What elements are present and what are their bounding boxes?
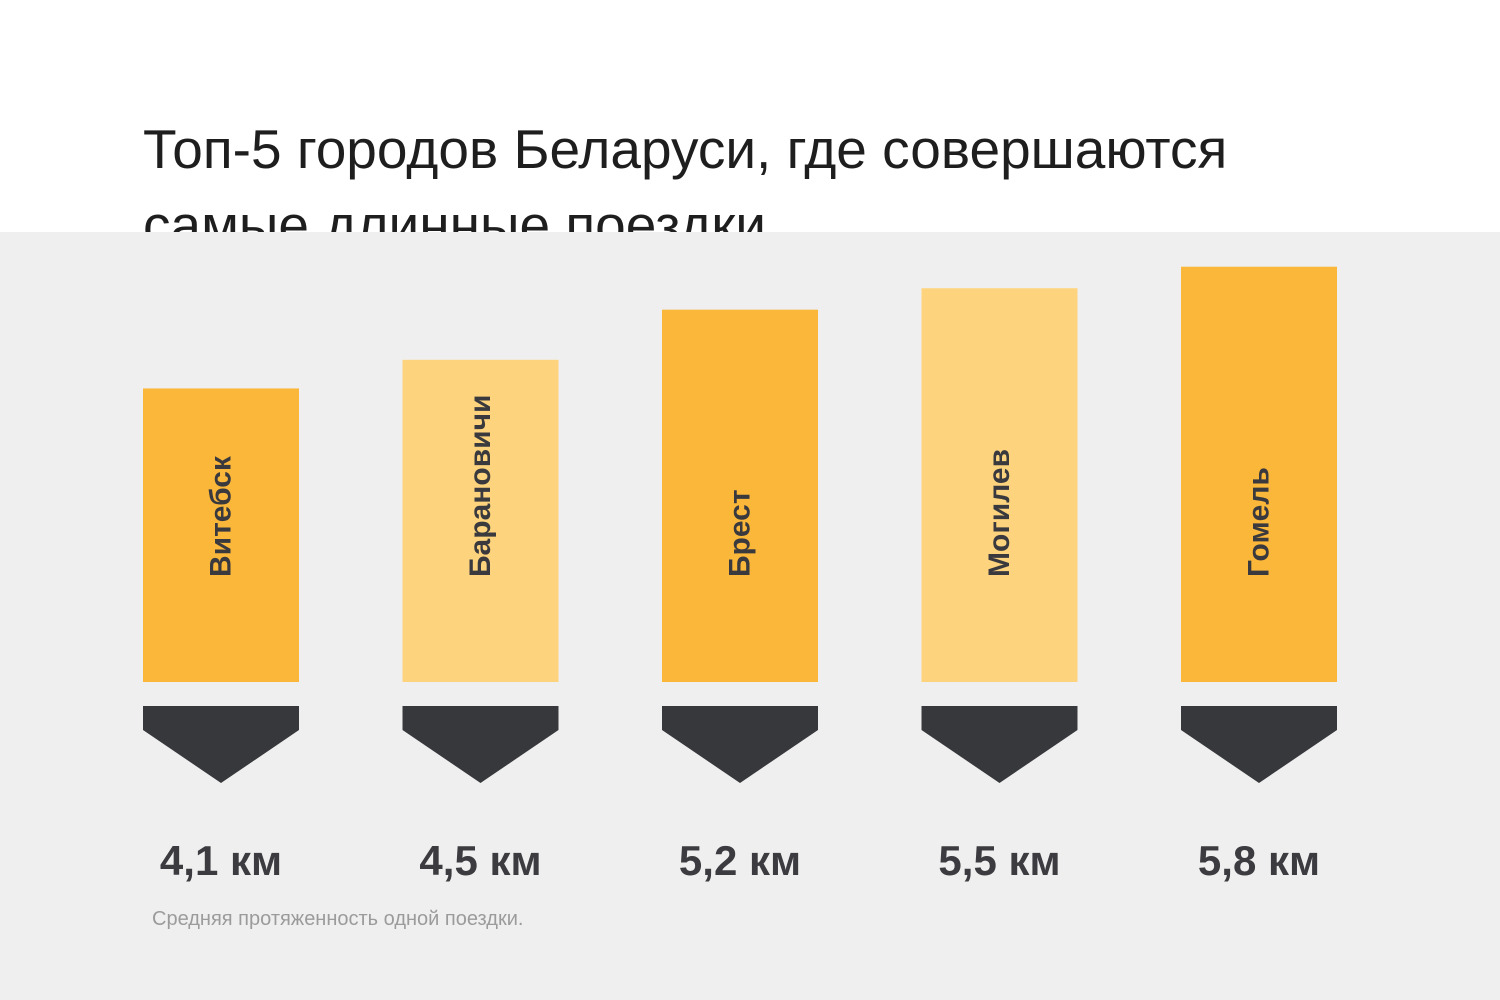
bar-value-label: 5,5 км: [938, 837, 1060, 884]
pointer-marker: [1181, 706, 1337, 783]
footnote: Средняя протяженность одной поездки.: [152, 908, 524, 930]
bar: [1181, 266, 1337, 682]
bar: [921, 288, 1078, 682]
bar: [402, 359, 559, 682]
bar-group-1: Витебск 4,1 км: [143, 388, 299, 884]
chart-title: Топ-5 городов Беларуси, где совершаются …: [143, 111, 1393, 263]
chart-panel: Витебск 4,1 км Барановичи 4,5 км Брест 5,2 км…: [0, 232, 1500, 1000]
bar-value-label: 5,8 км: [1198, 837, 1320, 884]
pointer-marker: [402, 706, 559, 783]
bar-value-label: 4,5 км: [419, 837, 541, 884]
bar-chart: Витебск 4,1 км Барановичи 4,5 км Брест 5,2 км…: [143, 266, 1337, 884]
bar-group-5: Гомель 5,8 км: [1181, 266, 1337, 884]
bar-value-label: 5,2 км: [679, 837, 801, 884]
bar-category-label: Могилев: [983, 449, 1016, 577]
bar-category-label: Витебск: [205, 455, 238, 577]
bar: [143, 388, 299, 682]
bar-value-label: 4,1 км: [160, 837, 282, 884]
pointer-marker: [921, 706, 1078, 783]
pointer-marker: [143, 706, 299, 783]
pointer-marker: [662, 706, 818, 783]
bar-group-4: Могилев 5,5 км: [921, 288, 1078, 884]
bar-category-label: Барановичи: [464, 395, 497, 577]
bar-category-label: Гомель: [1243, 467, 1276, 577]
chart-title-line-1: Топ-5 городов Беларуси, где совершаются: [143, 117, 1228, 180]
header: Топ-5 городов Беларуси, где совершаются …: [0, 0, 1500, 256]
bar: [662, 309, 818, 682]
bar-group-2: Барановичи 4,5 км: [402, 359, 559, 884]
bar-category-label: Брест: [724, 489, 757, 577]
bar-group-3: Брест 5,2 км: [662, 309, 818, 884]
